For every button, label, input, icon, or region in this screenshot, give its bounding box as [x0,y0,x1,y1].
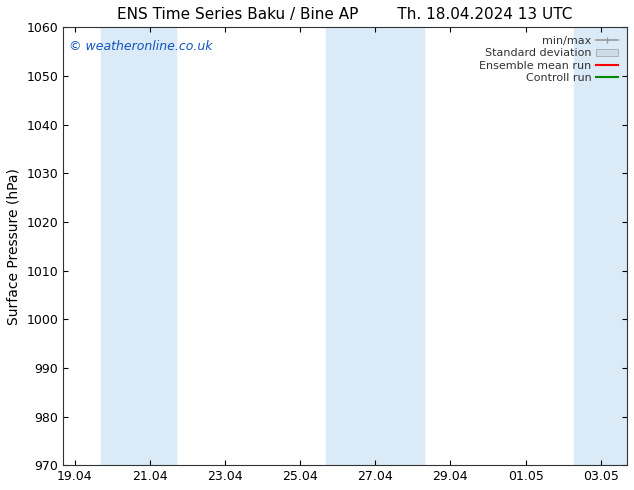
Y-axis label: Surface Pressure (hPa): Surface Pressure (hPa) [7,168,21,325]
Title: ENS Time Series Baku / Bine AP        Th. 18.04.2024 13 UTC: ENS Time Series Baku / Bine AP Th. 18.04… [117,7,573,22]
Legend: min/max, Standard deviation, Ensemble mean run, Controll run: min/max, Standard deviation, Ensemble me… [476,33,621,86]
Bar [327,27,424,465]
Text: © weatheronline.co.uk: © weatheronline.co.uk [69,40,212,53]
Bar [574,27,627,465]
Bar [101,27,176,465]
